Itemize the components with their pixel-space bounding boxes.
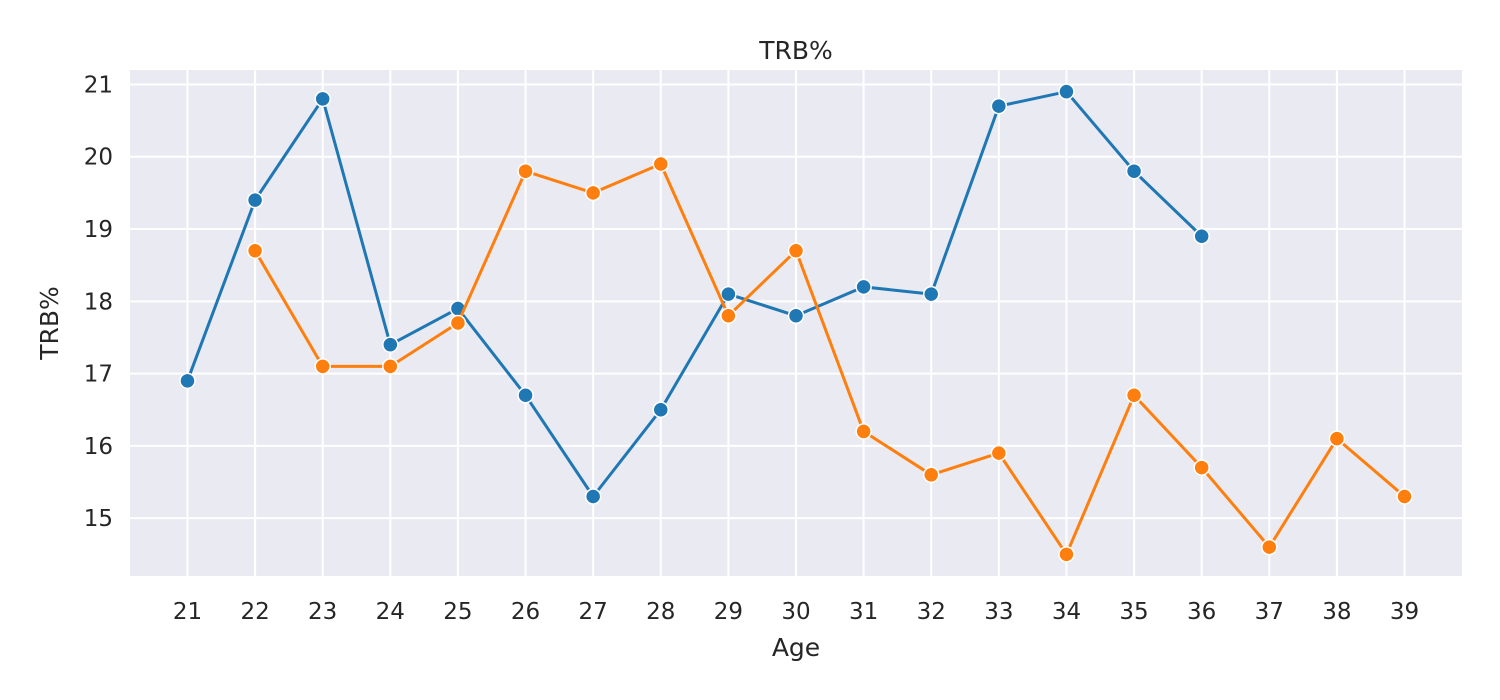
y-tick-label: 16	[84, 434, 113, 460]
x-tick-label: 31	[849, 599, 878, 625]
series-layer	[179, 83, 1413, 563]
series-1-point	[246, 191, 264, 209]
x-tick-label: 30	[781, 599, 810, 625]
series-1-point	[314, 90, 331, 108]
x-tick-label: 35	[1119, 599, 1148, 625]
x-tick-label: 27	[579, 599, 608, 625]
series-1-point	[720, 285, 737, 303]
series-2-point	[449, 314, 467, 332]
y-tick-labels: 15 16 17 18 19 20 21	[84, 72, 113, 532]
x-axis-label: Age	[772, 633, 820, 662]
series-1	[179, 83, 1210, 505]
x-tick-label: 34	[1052, 599, 1081, 625]
x-tick-label: 33	[984, 599, 1013, 625]
series-2-point	[1125, 387, 1143, 404]
series-2-point	[1193, 459, 1210, 476]
series-2-point	[787, 242, 805, 259]
x-tick-label: 38	[1322, 599, 1351, 625]
y-tick-label: 15	[84, 506, 113, 532]
series-2-point	[517, 162, 534, 180]
series-2-point	[652, 155, 670, 173]
y-tick-label: 21	[84, 72, 113, 98]
x-tick-label: 37	[1255, 599, 1284, 625]
y-tick-label: 18	[84, 289, 113, 315]
series-2-point	[314, 358, 331, 375]
series-1-point	[652, 401, 670, 418]
series-1-point	[855, 278, 872, 296]
series-2-point	[855, 423, 872, 440]
x-tick-label: 28	[646, 599, 675, 625]
x-tick-label: 22	[240, 599, 269, 625]
x-tick-label: 23	[308, 599, 337, 625]
x-tick-label: 36	[1187, 599, 1216, 625]
x-tick-label: 25	[443, 599, 472, 625]
x-tick-labels: 21 22 23 24 25 26 27 28 29 30 31 32 33 34 35 36 37 38 39	[173, 599, 1419, 625]
series-1-point	[1058, 83, 1075, 100]
y-tick-label: 19	[84, 217, 113, 243]
series-1-point	[382, 336, 399, 353]
series-2-point	[922, 466, 940, 484]
series-2-point	[1396, 488, 1413, 505]
series-1-line	[185, 90, 1204, 498]
y-tick-label: 17	[84, 362, 113, 388]
y-axis-label: TRB%	[35, 286, 64, 361]
chart-title: TRB%	[758, 36, 833, 65]
series-2-point	[382, 358, 399, 375]
series-1-point	[584, 488, 602, 505]
series-1-point	[990, 97, 1008, 115]
x-tick-label: 21	[173, 599, 202, 625]
x-tick-label: 24	[376, 599, 405, 625]
y-tick-label: 20	[84, 145, 113, 171]
series-1-point	[787, 307, 805, 325]
series-2-point	[720, 307, 737, 325]
series-2-point	[1328, 430, 1346, 447]
series-2-point	[246, 242, 264, 259]
series-1-point	[179, 372, 196, 390]
series-2-line	[253, 162, 1407, 556]
series-2-point	[1261, 538, 1278, 556]
series-2-point	[1058, 546, 1075, 563]
series-1-point	[1193, 228, 1210, 245]
x-tick-label: 26	[511, 599, 540, 625]
series-1-point	[517, 387, 534, 404]
series-2	[246, 155, 1413, 563]
x-tick-label: 29	[714, 599, 743, 625]
series-2-point	[990, 444, 1008, 462]
x-tick-label: 39	[1390, 599, 1419, 625]
x-tick-label: 32	[917, 599, 946, 625]
series-2-point	[584, 184, 602, 202]
series-1-point	[922, 285, 940, 303]
series-1-point	[1125, 162, 1143, 180]
